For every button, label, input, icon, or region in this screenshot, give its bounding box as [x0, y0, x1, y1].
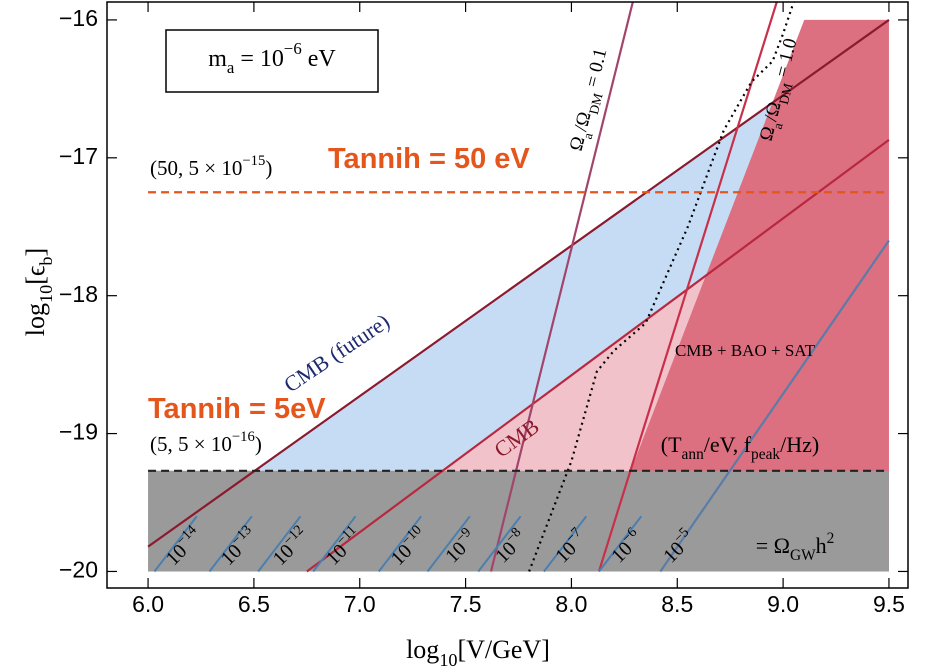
legend-box [165, 29, 379, 93]
gw-contour [477, 515, 522, 573]
curve [659, 239, 890, 573]
y-axis-label-part: ] [21, 248, 50, 257]
annotation-part: ) [265, 156, 272, 180]
annotation-part: peak [751, 446, 780, 463]
gw-contour [378, 515, 422, 573]
gw-contour [257, 515, 302, 573]
annotation-part: /Ω [571, 110, 596, 134]
annotation-part: (T [661, 432, 682, 457]
annotation-part: Tannih = 50 eV [328, 143, 530, 175]
annotation-part: DM [775, 81, 795, 106]
annotation-part: m [208, 46, 227, 72]
y-axis-label-part: 10 [36, 285, 56, 303]
annotation-part: 2 [827, 530, 835, 547]
annotation-part: −15 [242, 153, 265, 169]
curve [597, 2, 778, 572]
frame [106, 1, 909, 589]
x-tick-label: 6.5 [238, 591, 270, 617]
y-axis-label-part: b [36, 256, 56, 265]
y-tick-label: −16 [59, 5, 98, 31]
y-axis-label-part: [ϵ [21, 266, 50, 285]
x-tick-label: 8.0 [555, 591, 587, 617]
gw-contour [426, 515, 471, 573]
annotation-part: = 10 [234, 46, 284, 72]
x-axis-label-part: [V/GeV] [458, 635, 550, 664]
annotation-part: eV [302, 46, 337, 72]
gw-contour [543, 515, 588, 573]
plot-area [147, 2, 890, 573]
annotation: (50, 5 × 10−15) [150, 153, 272, 179]
annotation-part: ) [255, 432, 262, 456]
x-tick-label: 9.5 [873, 591, 905, 617]
annotation-part: = Ω [756, 533, 790, 558]
annotation-part: a [227, 58, 235, 77]
annotation-part: Tannih = 5eV [148, 393, 326, 425]
annotation-part: −16 [232, 429, 255, 445]
annotation: CMB + BAO + SAT [675, 341, 816, 360]
annotation: (Tann/eV, fpeak/Hz) [661, 432, 819, 463]
gw-contour [312, 515, 357, 573]
region [592, 19, 889, 572]
curve [147, 19, 890, 548]
curve [528, 2, 795, 572]
annotation-part: a [579, 131, 595, 140]
y-tick-label: −19 [59, 419, 98, 445]
annotation: = ΩGWh2 [756, 530, 835, 564]
annotation-part: GW [790, 547, 816, 564]
x-axis-label: log10[V/GeV] [406, 635, 550, 670]
curve [489, 2, 634, 572]
annotation-part: (50, 5 × 10 [150, 156, 242, 180]
annotation-part: /Ω [761, 100, 786, 124]
annotation: (5, 5 × 10−16) [150, 429, 262, 455]
y-tick-label: −17 [59, 143, 98, 169]
y-tick-label: −18 [59, 281, 98, 307]
annotation-part: a [769, 121, 785, 130]
gw-contour [208, 515, 253, 573]
y-axis-label: log10[ϵb] [21, 248, 56, 336]
annotation-part: ann [682, 446, 705, 463]
annotation-part: (5, 5 × 10 [150, 432, 232, 456]
x-tick-label: 6.0 [132, 591, 164, 617]
annotation-part: h [816, 533, 827, 558]
x-axis-label-part: 10 [439, 650, 457, 670]
annotation-part: Ω [756, 124, 780, 143]
x-tick-label: 9.0 [767, 591, 799, 617]
y-tick-label: −20 [59, 557, 98, 583]
y-axis-label-part: log [21, 303, 50, 336]
annotation-part: /Hz) [780, 432, 819, 457]
x-tick-label: 8.5 [661, 591, 693, 617]
curve [306, 138, 890, 573]
annotation: Tannih = 50 eV [328, 143, 530, 175]
annotation-part: /eV, f [704, 432, 752, 457]
annotation-part: Ω [566, 134, 590, 153]
annotation: ma = 10−6 eV [208, 39, 336, 77]
annotation-part: DM [585, 91, 605, 116]
x-tick-label: 7.5 [450, 591, 482, 617]
x-axis-label-part: log [406, 635, 439, 664]
annotation-part: CMB + BAO + SAT [675, 341, 816, 360]
gw-contour [598, 515, 643, 573]
annotation-part: = 0.1 [581, 46, 612, 94]
x-tick-label: 7.0 [344, 591, 376, 617]
annotation-part: −6 [284, 39, 302, 58]
annotation: Tannih = 5eV [148, 393, 326, 425]
gw-contour [153, 515, 198, 573]
